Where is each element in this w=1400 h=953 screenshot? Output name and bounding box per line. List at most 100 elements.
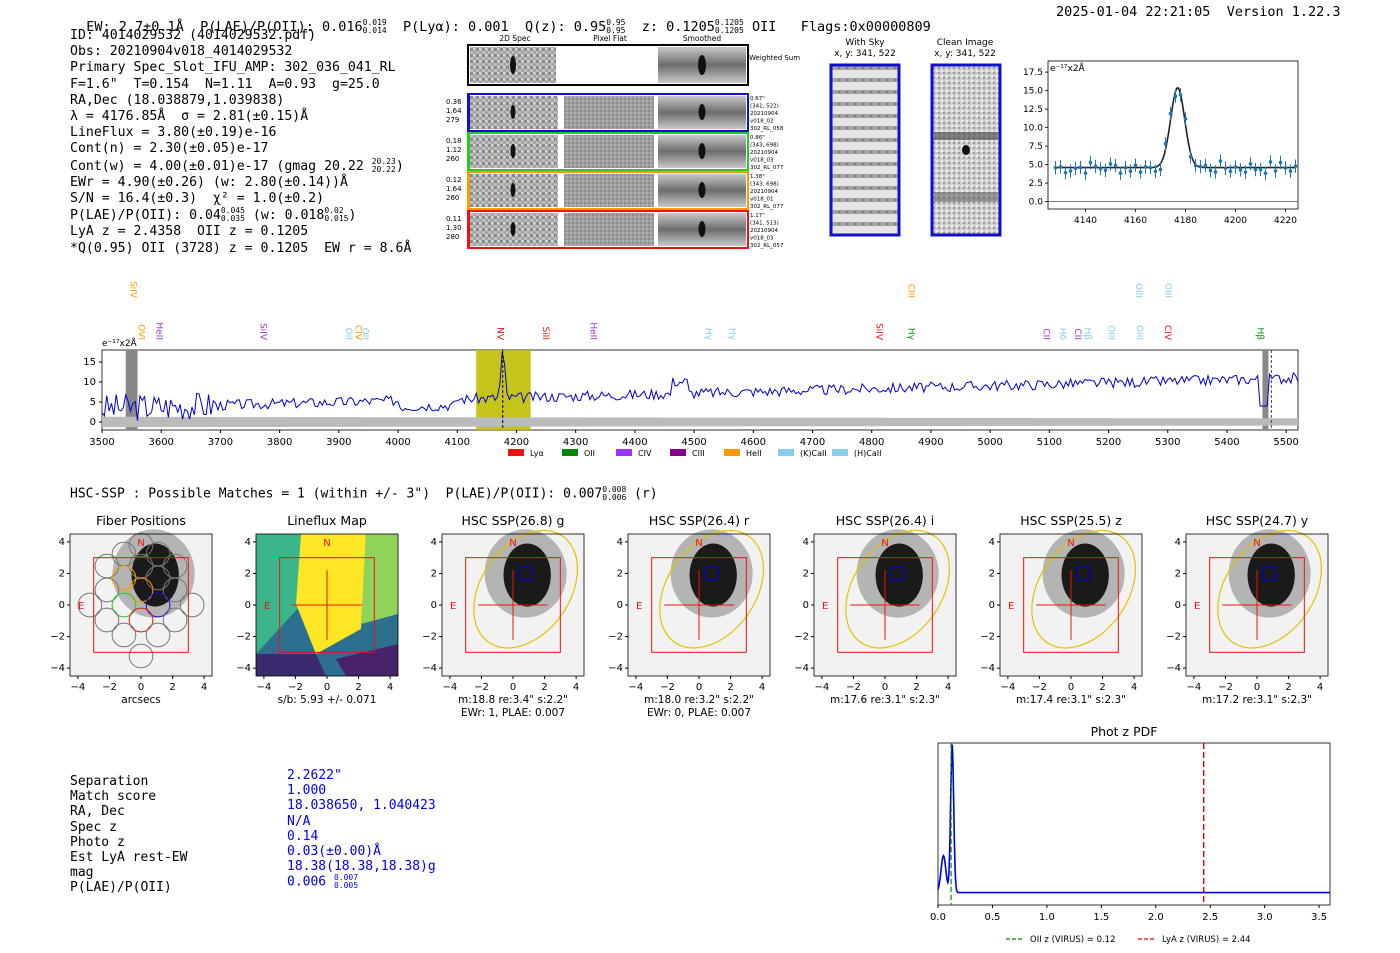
spectrum-legend-swatch [508,449,524,456]
hsc-aperture-ellipse [1031,529,1137,649]
match-value: N/A [287,813,311,829]
hsc-xtick-label: −4 [1187,682,1202,693]
hsc-xtick-label: −2 [846,682,861,693]
info-plae-line: P(LAE)/P(OII): 0.040.045 0.035 (w: 0.0180… [70,206,357,224]
zoom-xtick-label: 4180 [1174,216,1197,226]
fiber-flat-cutout [564,135,654,168]
spectrum-blue-edge-mask [125,350,138,430]
zoom-ytick-label: 2.5 [1029,179,1043,189]
hsc-galaxy-core [689,543,737,607]
hsc-ytick-label: 2 [245,568,251,579]
fiber-color-bar [467,211,470,248]
zoom-data-point [1183,117,1188,121]
info-plae-w-lo: 0.015 [324,214,349,224]
info-contw-lo: 20.22 [371,164,396,174]
clean-image-title: Clean Image [936,38,994,48]
spectrum-legend-swatch [832,449,848,456]
hsc-match-box [890,566,905,581]
hsc-ytick-label: 4 [245,537,251,548]
spectrum-legend-label: Lyα [530,449,544,458]
zoom-line-plot: e⁻¹⁷x2Å 17.5 15.0 12.5 10.0 7.5 5.0 2.5 0.0 4140 4… [1023,60,1299,226]
fiber-line-signal [510,183,516,197]
hsc-caption-2: EWr: 1, PLAE: 0.007 [461,707,565,719]
hsc-p-hi: 0.008 [602,485,627,494]
spectrum-line-id: SiIV [127,281,137,299]
info-plae-w: (w: 0.018 [252,208,325,224]
weighted-sum-line [510,56,516,74]
hsc-ytick-label: 0 [59,600,65,611]
zoom-data-point [1233,165,1238,169]
hsc-panel-title: HSC SSP(26.4) i [836,513,934,528]
photz-xtick-label: 0.5 [984,912,1000,923]
info-plae: P(LAE)/P(OII): 0.04 [70,208,221,224]
hsc-xtick-label: −4 [71,682,86,693]
zoom-ytick-label: 5.0 [1029,161,1044,171]
hsc-xtick-label: −2 [288,682,303,693]
zoom-data-point [1098,166,1103,171]
info-contn: Cont(n) = 2.30(±0.05)e-17 [70,141,269,157]
spectrum-line-id: CIII [905,284,915,298]
hsc-ytick-label: −2 [1166,632,1181,643]
match-label: Est LyA rest-EW [70,850,188,866]
header-z-hi: 0.1205 [714,18,744,27]
col-pixel-flat: Pixel Flat [593,34,627,43]
spectrum-xtick-label: 5400 [1214,437,1239,448]
spectrum-ytick-label: 15 [83,357,96,368]
info-contw-hi: 20.23 [371,156,396,166]
fiber-footprint [145,592,171,618]
zoom-data-point [1263,171,1268,175]
spectrum-line-id: OIII [1133,283,1143,298]
fiber-norm: 1.64 [446,107,462,115]
spectrum-red-edge-mask [1262,350,1269,430]
spectrum-legend-label: CIII [692,449,705,458]
spectrum-line-id: Hγ [703,328,713,341]
hsc-ytick-label: 2 [989,568,995,579]
zoom-ytick-label: 15.0 [1023,87,1043,97]
hsc-xtick-label: 0 [882,682,888,693]
hsc-caption: s/b: 5.93 +/- 0.071 [278,694,377,706]
spectrum-legend-label: CIV [638,449,652,458]
hsc-panel-title: HSC SSP(25.5) z [1020,513,1122,528]
info-contw-line: Cont(w) = 4.00(±0.01)e-17 (gmag 20.22 20… [70,156,404,174]
zoom-data-point [1273,169,1278,173]
photz-pdf-curve [937,744,1330,894]
spectrum-unit-label: e⁻¹⁷x2Å [102,337,138,349]
hsc-ytick-label: 4 [431,537,437,548]
zoom-ytick-label: 7.5 [1029,142,1043,152]
photz-xtick-label: 1.0 [1039,912,1055,923]
fiber-line-signal-smooth [698,182,706,198]
hsc-ytick-label: −4 [1166,663,1181,674]
zoom-data-point [1173,94,1178,99]
zoom-data-point [1163,141,1168,146]
hsc-aperture-ellipse [845,529,951,649]
fiber-detail: v018_02 [750,119,774,125]
hsc-caption: arcsecs [121,694,160,706]
spectrum-line-id: Hβ [1082,327,1092,340]
fiber-detail: 302_RL_058 [750,126,784,132]
zoom-data-point [1073,166,1078,171]
spectrum-line-id: CII [1040,328,1050,340]
zoom-data-point [1113,163,1118,168]
zoom-data-point [1268,160,1273,164]
hsc-ytick-label: 0 [431,600,437,611]
fiber-line-signal-smooth [698,221,706,237]
full-spectrum-plot: e⁻¹⁷x2Å 15 10 5 0 3500 3600 3700 3800 3900 4000 410… [83,281,1299,458]
spectrum-xtick-label: 4200 [504,437,529,448]
fiber-detail: 302_RL_077 [750,204,784,210]
info-fiber: F=1.6" T=0.154 N=1.11 A=0.93 g=25.0 [70,76,380,92]
hsc-xtick-label: −2 [474,682,489,693]
header-flags: Flags:0x00000809 [800,19,931,35]
spectrum-line-id: CII [1072,328,1082,340]
hsc-caption: m:17.2 re:3.1" s:2.3" [1202,694,1312,706]
spectrum-line-id: HeII [587,322,597,340]
fiber-footprint [111,565,137,591]
zoom-data-point [1123,165,1128,170]
zoom-data-point [1213,170,1218,174]
zoom-data-point [1138,170,1143,174]
header-q-lo: 0.95 [606,26,626,35]
hsc-ytick-label: 4 [803,537,809,548]
fiber-throughput: 260 [446,155,459,163]
zoom-data-point [1153,169,1158,174]
hsc-search-box [93,557,189,653]
hsc-east-label: E [822,601,828,612]
